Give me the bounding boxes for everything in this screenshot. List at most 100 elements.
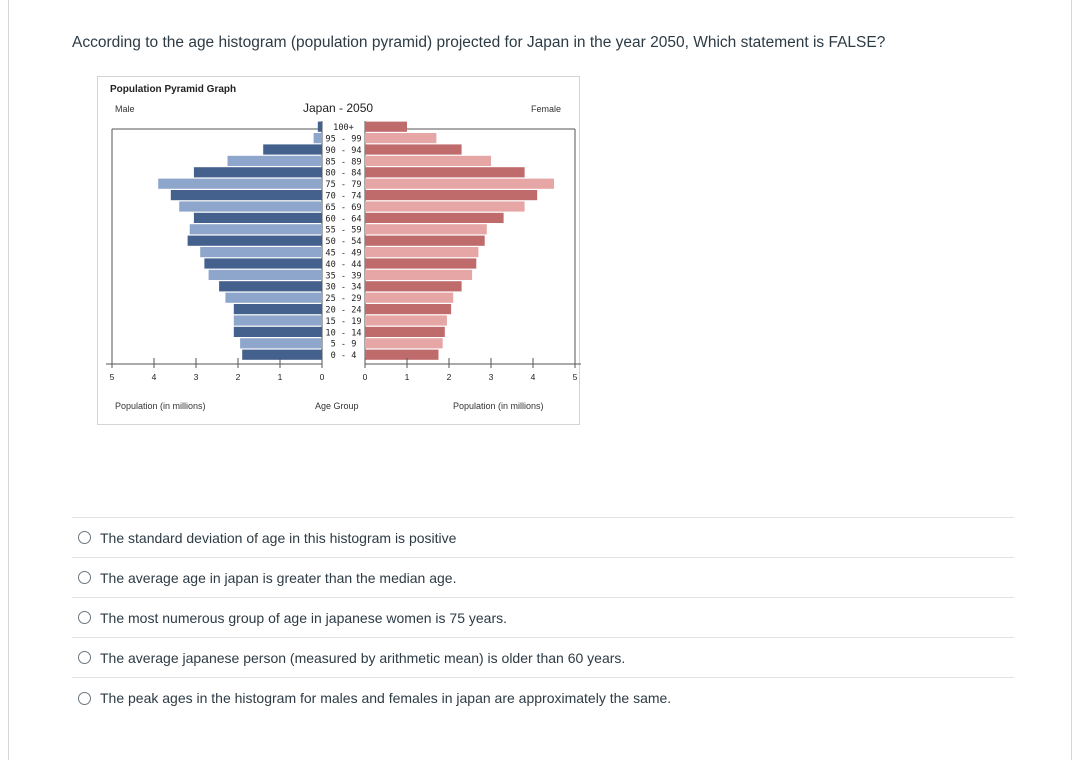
- population-pyramid-chart: Population Pyramid Graph Male Japan - 20…: [106, 84, 581, 411]
- answer-option[interactable]: The peak ages in the histogram for males…: [72, 678, 1014, 718]
- age-group-label: 15 - 19: [325, 317, 361, 327]
- answer-label: The peak ages in the histogram for males…: [100, 690, 672, 706]
- female-bar: [365, 247, 479, 258]
- radio-button[interactable]: [78, 611, 91, 624]
- age-group-label: 35 - 39: [325, 271, 361, 281]
- male-bar: [263, 144, 322, 155]
- male-bar: [317, 121, 322, 132]
- chart-header: Population Pyramid Graph: [110, 84, 236, 95]
- radio-button[interactable]: [78, 651, 91, 664]
- female-bar: [365, 133, 437, 144]
- answer-list: The standard deviation of age in this hi…: [72, 517, 1014, 718]
- answer-label: The most numerous group of age in japane…: [100, 609, 508, 626]
- male-bar: [179, 201, 322, 212]
- male-bar: [193, 212, 322, 223]
- age-group-label: 55 - 59: [325, 226, 361, 236]
- x-axis-label-center: Age Group: [315, 401, 359, 411]
- radio-button[interactable]: [78, 691, 91, 705]
- female-bar: [365, 292, 454, 303]
- female-bar: [365, 167, 525, 178]
- female-bar: [365, 315, 447, 326]
- age-group-label: 100+: [333, 123, 354, 133]
- chart-left-label: Male: [115, 104, 135, 114]
- male-bar: [225, 292, 322, 303]
- answer-option[interactable]: The average japanese person (measured by…: [72, 638, 1014, 678]
- male-x-tick-label: 2: [236, 372, 241, 382]
- age-group-label: 10 - 14: [325, 328, 361, 338]
- male-x-tick-label: 3: [194, 372, 199, 382]
- radio-button[interactable]: [78, 571, 91, 584]
- female-x-tick-label: 3: [489, 372, 494, 382]
- answer-option[interactable]: The average age in japan is greater than…: [72, 558, 1014, 598]
- age-group-label: 45 - 49: [325, 249, 361, 259]
- age-group-label: 95 - 99: [325, 135, 361, 145]
- question-text: According to the age histogram (populati…: [72, 34, 886, 51]
- female-x-tick-label: 2: [447, 372, 452, 382]
- male-bar: [233, 304, 322, 315]
- chart-title: Japan - 2050: [303, 101, 373, 115]
- female-bar: [365, 326, 445, 337]
- female-bar: [365, 235, 485, 246]
- age-group-label: 65 - 69: [325, 203, 361, 213]
- answer-option[interactable]: The standard deviation of age in this hi…: [72, 518, 1014, 558]
- male-bar: [200, 247, 322, 258]
- answer-label: The average japanese person (measured by…: [100, 649, 626, 666]
- female-bar: [365, 144, 462, 155]
- age-group-label: 40 - 44: [325, 260, 361, 270]
- male-bar: [242, 349, 322, 360]
- male-bar: [240, 338, 322, 349]
- female-bar: [365, 304, 452, 315]
- age-group-label: 50 - 54: [325, 237, 361, 247]
- age-group-label: 25 - 29: [325, 294, 361, 304]
- female-bar: [365, 121, 407, 132]
- radio-button[interactable]: [78, 531, 91, 544]
- female-bar: [365, 178, 554, 189]
- female-x-tick-label: 4: [531, 372, 536, 382]
- age-group-label: 70 - 74: [325, 192, 361, 202]
- male-bar: [204, 258, 322, 269]
- male-x-tick-label: 5: [110, 372, 115, 382]
- female-bar: [365, 224, 487, 235]
- age-group-label: 60 - 64: [325, 214, 361, 224]
- age-group-label: 80 - 84: [325, 169, 361, 179]
- age-group-label: 85 - 89: [325, 157, 361, 167]
- male-bar: [158, 178, 322, 189]
- female-x-tick-label: 5: [573, 372, 578, 382]
- female-bar: [365, 190, 538, 201]
- female-bar: [365, 338, 443, 349]
- male-bar: [187, 235, 322, 246]
- male-x-tick-label: 4: [152, 372, 157, 382]
- male-bar: [208, 269, 322, 280]
- age-group-label: 90 - 94: [325, 146, 361, 156]
- quiz-page: According to the age histogram (populati…: [8, 0, 1072, 760]
- age-group-label: 5 - 9: [331, 340, 357, 350]
- female-bar: [365, 155, 491, 166]
- male-x-tick-label: 0: [320, 372, 325, 382]
- female-bar: [365, 281, 462, 292]
- population-pyramid-figure: Population Pyramid Graph Male Japan - 20…: [97, 76, 581, 425]
- age-group-label: 20 - 24: [325, 306, 361, 316]
- x-axis-label-left: Population (in millions): [115, 401, 206, 411]
- male-bar: [313, 133, 322, 144]
- chart-right-label: Female: [531, 104, 561, 114]
- x-axis-label-right: Population (in millions): [453, 401, 544, 411]
- male-x-tick-label: 1: [278, 372, 283, 382]
- female-bar: [365, 258, 477, 269]
- answer-label: The standard deviation of age in this hi…: [100, 529, 457, 546]
- male-bar: [219, 281, 322, 292]
- male-bar: [233, 326, 322, 337]
- answer-option[interactable]: The most numerous group of age in japane…: [72, 598, 1014, 638]
- female-bar: [365, 212, 504, 223]
- male-bar: [193, 167, 322, 178]
- age-group-label: 30 - 34: [325, 283, 361, 293]
- age-group-label: 75 - 79: [325, 180, 361, 190]
- male-bar: [170, 190, 322, 201]
- female-bar: [365, 349, 439, 360]
- female-x-tick-label: 1: [405, 372, 410, 382]
- female-bar: [365, 201, 525, 212]
- age-group-label: 0 - 4: [331, 351, 357, 361]
- female-x-tick-label: 0: [363, 372, 368, 382]
- male-bar: [233, 315, 322, 326]
- answer-label: The average age in japan is greater than…: [100, 569, 457, 586]
- male-bar: [189, 224, 322, 235]
